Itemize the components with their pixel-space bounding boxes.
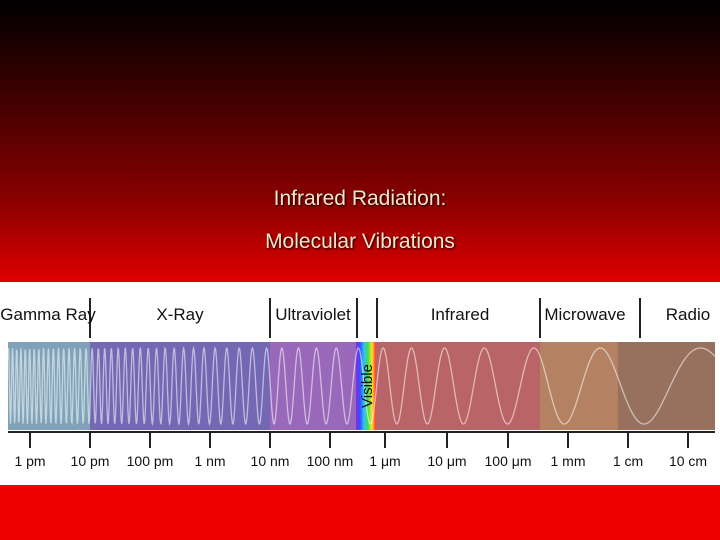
band-region	[356, 342, 376, 430]
scale-label: 1 pm	[14, 453, 45, 469]
band-label: Infrared	[431, 305, 490, 324]
scale-label: 100 nm	[307, 453, 354, 469]
wave	[7, 345, 716, 427]
scale-label: 1 μm	[369, 453, 400, 469]
bottom-bar	[0, 485, 720, 540]
scale-label: 10 μm	[427, 453, 466, 469]
band-label: Microwave	[544, 305, 625, 324]
band-label: X-Ray	[156, 305, 204, 324]
scale-label: 1 nm	[194, 453, 225, 469]
band-label: Visible	[359, 364, 376, 408]
spectrum: Gamma Ray X-Ray Ultraviolet Visible Infrared…	[0, 282, 720, 485]
title-line: Infrared Radiation:	[273, 187, 447, 210]
band-region	[540, 342, 618, 430]
band-label: Ultraviolet	[275, 305, 351, 324]
band-region	[376, 342, 540, 430]
scale-label: 10 nm	[251, 453, 290, 469]
scale-label: 100 μm	[485, 453, 532, 469]
band-region	[618, 342, 715, 430]
scale-label: 10 pm	[71, 453, 110, 469]
scale-label: 10 cm	[669, 453, 707, 469]
scale-label: 1 mm	[551, 453, 586, 469]
scale-label: 1 cm	[613, 453, 643, 469]
band-label: Gamma Ray	[0, 305, 96, 324]
scale-label: 100 pm	[127, 453, 174, 469]
band-label: Radio	[666, 305, 710, 324]
title-line: Molecular Vibrations	[265, 230, 455, 253]
